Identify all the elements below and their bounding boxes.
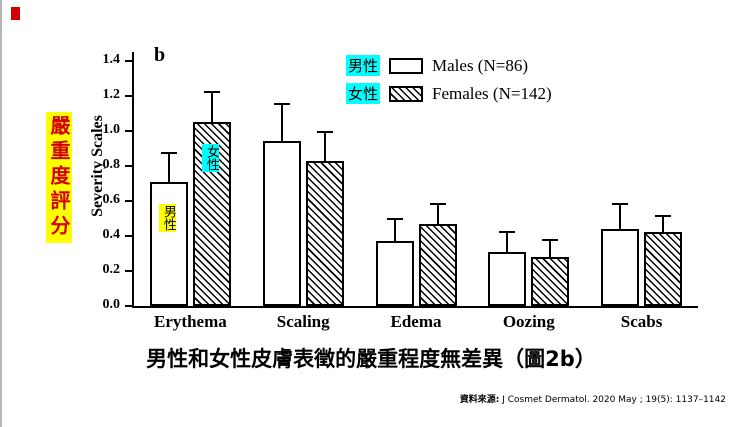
x-category-label: Edema [390,312,442,331]
error-bar-line [167,153,170,182]
y-tick-mark [125,305,132,307]
plot-area: 0.0 0.2 0.4 0.6 0.8 1.0 1.2 1.4 Erythema Scaling E… [103,52,698,331]
error-bar-females-oozing [542,239,559,257]
x-category-label: Oozing [502,312,555,331]
error-bar-females-scabs [655,214,672,233]
y-tick-mark [125,129,132,132]
error-bar-females-edema [429,202,446,224]
error-bar-males-scaling [273,102,290,142]
error-bar-males-oozing [499,230,516,252]
error-bar-line [210,92,213,123]
left-vertical-label: 嚴重度評分 [46,112,72,243]
legend-swatch-females-icon [389,85,424,102]
bar-males-erythema [149,181,188,306]
error-bar-line [662,216,665,233]
x-category-label: Scabs [620,312,663,331]
y-tick-mark [125,94,132,97]
x-category-label: Scaling [276,312,330,331]
source-text: J Cosmet Dermatol. 2020 May ; 19(5): 113… [499,395,726,405]
error-bar-males-erythema [160,151,177,182]
legend-label-females: Females (N=142) [432,83,552,103]
bar-females-oozing [531,256,570,306]
y-tick-mark [125,164,132,167]
y-tick-label: 0.2 [102,261,121,277]
y-tick-mark [125,269,132,272]
error-bar-line [619,204,622,229]
error-bar-line [436,204,439,224]
bar-males-oozing [488,251,527,306]
bar-females-scabs [644,232,683,306]
error-bar-females-scaling [316,130,333,161]
error-bar-males-scabs [612,202,629,229]
legend-row-males: 男性 Males (N=86) [346,55,552,76]
logo-mark [11,7,20,20]
y-tick-label: 1.2 [102,86,121,102]
legend-tag-females: 女性 [346,83,381,104]
y-tick-label: 1.4 [102,51,121,67]
error-bar-males-edema [386,218,403,242]
bar-males-scaling [262,141,301,306]
source-label: 資料來源: [459,395,500,405]
source-citation: 資料來源: J Cosmet Dermatol. 2020 May ; 19(5… [460,392,726,405]
caption: 男性和女性皮膚表徵的嚴重程度無差異（圖2b） [146,347,596,371]
bar-annotation: 女性 [201,144,219,173]
y-tick-label: 0.8 [102,156,121,172]
y-tick-label: 0.0 [102,297,121,312]
error-bar-line [393,220,396,242]
y-tick-label: 0.6 [102,191,121,207]
bar-annotation: 男性 [158,203,176,232]
legend: 男性 Males (N=86) 女性 Females (N=142) [346,55,552,111]
y-tick-label: 1.0 [102,121,121,137]
bar-females-edema [418,223,457,306]
error-bar-females-erythema [203,90,220,123]
y-tick-label: 0.4 [102,226,121,242]
error-bar-line [549,241,552,257]
legend-swatch-males-icon [389,57,424,74]
legend-row-females: 女性 Females (N=142) [346,83,552,104]
legend-tag-males: 男性 [346,55,381,76]
panel-label: b [154,44,166,66]
x-category-label: Erythema [154,312,227,331]
y-tick-mark [125,234,132,237]
error-bar-line [280,104,283,142]
error-bar-line [323,132,326,161]
bar-males-scabs [601,228,640,306]
error-bar-line [506,232,509,252]
y-tick-mark [125,59,132,62]
legend-label-males: Males (N=86) [432,55,528,75]
bar-females-scaling [305,160,344,306]
bar-males-edema [375,241,414,306]
y-tick-mark [125,199,132,202]
